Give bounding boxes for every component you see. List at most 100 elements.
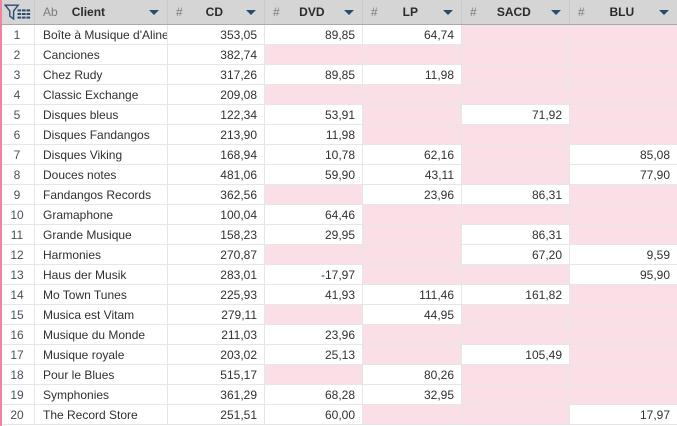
row-number[interactable]: 9 <box>0 185 35 204</box>
dvd-cell[interactable]: -17,97 <box>265 265 363 284</box>
sacd-cell[interactable] <box>462 405 570 424</box>
client-cell[interactable]: Classic Exchange <box>35 85 168 104</box>
client-cell[interactable]: Musique du Monde <box>35 325 168 344</box>
cd-cell[interactable]: 213,90 <box>168 125 265 144</box>
row-number[interactable]: 13 <box>0 265 35 284</box>
cd-cell[interactable]: 361,29 <box>168 385 265 404</box>
dvd-cell[interactable]: 10,78 <box>265 145 363 164</box>
blu-cell[interactable]: 77,90 <box>639 167 670 182</box>
lp-cell[interactable]: 11,98 <box>363 65 462 84</box>
lp-cell[interactable] <box>363 125 462 144</box>
cd-cell[interactable]: 362,56 <box>168 185 265 204</box>
sacd-cell[interactable]: 86,31 <box>462 225 570 244</box>
lp-cell[interactable]: 64,74 <box>363 25 462 44</box>
lp-cell[interactable]: 23,96 <box>363 185 462 204</box>
row-number[interactable]: 5 <box>0 105 35 124</box>
lp-cell[interactable] <box>363 325 462 344</box>
cd-cell[interactable]: 209,08 <box>168 85 265 104</box>
blu-cell[interactable] <box>570 385 677 404</box>
cd-cell[interactable]: 122,34 <box>168 105 265 124</box>
blu-cell[interactable] <box>570 65 677 84</box>
row-number[interactable]: 10 <box>0 205 35 224</box>
lp-cell[interactable] <box>363 245 462 264</box>
lp-cell[interactable] <box>363 105 462 124</box>
lp-cell[interactable] <box>363 225 462 244</box>
sacd-cell[interactable] <box>462 325 570 344</box>
column-header-lp[interactable]: # LP <box>363 0 462 24</box>
sacd-cell[interactable] <box>462 145 570 164</box>
dvd-cell[interactable]: 68,28 <box>265 385 363 404</box>
lp-cell[interactable] <box>363 265 462 284</box>
column-header-cd[interactable]: # CD <box>168 0 265 24</box>
client-cell[interactable]: The Record Store <box>35 405 168 424</box>
sacd-cell[interactable] <box>462 265 570 284</box>
sacd-cell[interactable]: 86,31 <box>462 185 570 204</box>
dvd-cell[interactable]: 25,13 <box>265 345 363 364</box>
dvd-cell[interactable]: 41,93 <box>265 285 363 304</box>
lp-cell[interactable]: 44,95 <box>363 305 462 324</box>
dvd-cell[interactable] <box>265 85 363 104</box>
sacd-cell[interactable]: 67,20 <box>462 245 570 264</box>
cd-cell[interactable]: 158,23 <box>168 225 265 244</box>
sacd-cell[interactable] <box>462 85 570 104</box>
dvd-cell[interactable]: 53,91 <box>265 105 363 124</box>
client-cell[interactable]: Musique royale <box>35 345 168 364</box>
row-number[interactable]: 17 <box>0 345 35 364</box>
sacd-cell[interactable] <box>462 385 570 404</box>
dvd-cell[interactable]: 60,00 <box>265 405 363 424</box>
row-number[interactable]: 4 <box>0 85 35 104</box>
client-cell[interactable]: Musica est Vitam <box>35 305 168 324</box>
client-cell[interactable]: Gramaphone <box>35 205 168 224</box>
client-cell[interactable]: Symphonies <box>35 385 168 404</box>
sacd-cell[interactable] <box>462 165 570 184</box>
client-cell[interactable]: Chez Rudy <box>35 65 168 84</box>
lp-cell[interactable]: 62,16 <box>363 145 462 164</box>
cd-cell[interactable]: 100,04 <box>168 205 265 224</box>
client-cell[interactable]: Boîte à Musique d'Aline <box>35 25 168 44</box>
cd-cell[interactable]: 270,87 <box>168 245 265 264</box>
dvd-cell[interactable]: 89,85 <box>265 65 363 84</box>
row-number[interactable]: 20 <box>0 405 35 424</box>
row-number[interactable]: 1 <box>0 25 35 44</box>
cd-cell[interactable]: 515,17 <box>168 365 265 384</box>
client-cell[interactable]: Disques Viking <box>35 145 168 164</box>
sacd-cell[interactable]: 161,82 <box>462 285 570 304</box>
table-menu-button[interactable] <box>0 0 35 24</box>
blu-cell[interactable] <box>570 285 677 304</box>
sacd-cell[interactable]: 71,92 <box>462 105 570 124</box>
row-number[interactable]: 16 <box>0 325 35 344</box>
cd-cell[interactable]: 353,05 <box>168 25 265 44</box>
sacd-cell[interactable] <box>462 45 570 64</box>
cd-cell[interactable]: 317,26 <box>168 65 265 84</box>
dvd-cell[interactable] <box>265 185 363 204</box>
filter-dropdown-icon[interactable] <box>246 9 256 15</box>
sacd-cell[interactable] <box>462 65 570 84</box>
blu-cell[interactable] <box>570 25 677 44</box>
blu-cell[interactable] <box>570 225 677 244</box>
blu-cell[interactable] <box>570 85 677 104</box>
blu-cell[interactable] <box>570 305 677 324</box>
row-number[interactable]: 6 <box>0 125 35 144</box>
row-number[interactable]: 12 <box>0 245 35 264</box>
cd-cell[interactable]: 283,01 <box>168 265 265 284</box>
client-cell[interactable]: Canciones <box>35 45 168 64</box>
column-header-dvd[interactable]: # DVD <box>265 0 363 24</box>
sacd-cell[interactable] <box>462 365 570 384</box>
row-number[interactable]: 19 <box>0 385 35 404</box>
client-cell[interactable]: Haus der Musik <box>35 265 168 284</box>
blu-cell[interactable] <box>570 325 677 344</box>
blu-cell[interactable] <box>570 345 677 364</box>
dvd-cell[interactable]: 59,90 <box>265 165 363 184</box>
cd-cell[interactable]: 203,02 <box>168 345 265 364</box>
row-number[interactable]: 15 <box>0 305 35 324</box>
blu-cell[interactable]: 95,90 <box>639 267 670 282</box>
client-cell[interactable]: Mo Town Tunes <box>35 285 168 304</box>
row-number[interactable]: 7 <box>0 145 35 164</box>
row-number[interactable]: 8 <box>0 165 35 184</box>
cd-cell[interactable]: 251,51 <box>168 405 265 424</box>
lp-cell[interactable]: 80,26 <box>363 365 462 384</box>
cd-cell[interactable]: 279,11 <box>168 305 265 324</box>
dvd-cell[interactable] <box>265 245 363 264</box>
column-header-blu[interactable]: # BLU <box>570 0 677 24</box>
dvd-cell[interactable]: 11,98 <box>265 125 363 144</box>
